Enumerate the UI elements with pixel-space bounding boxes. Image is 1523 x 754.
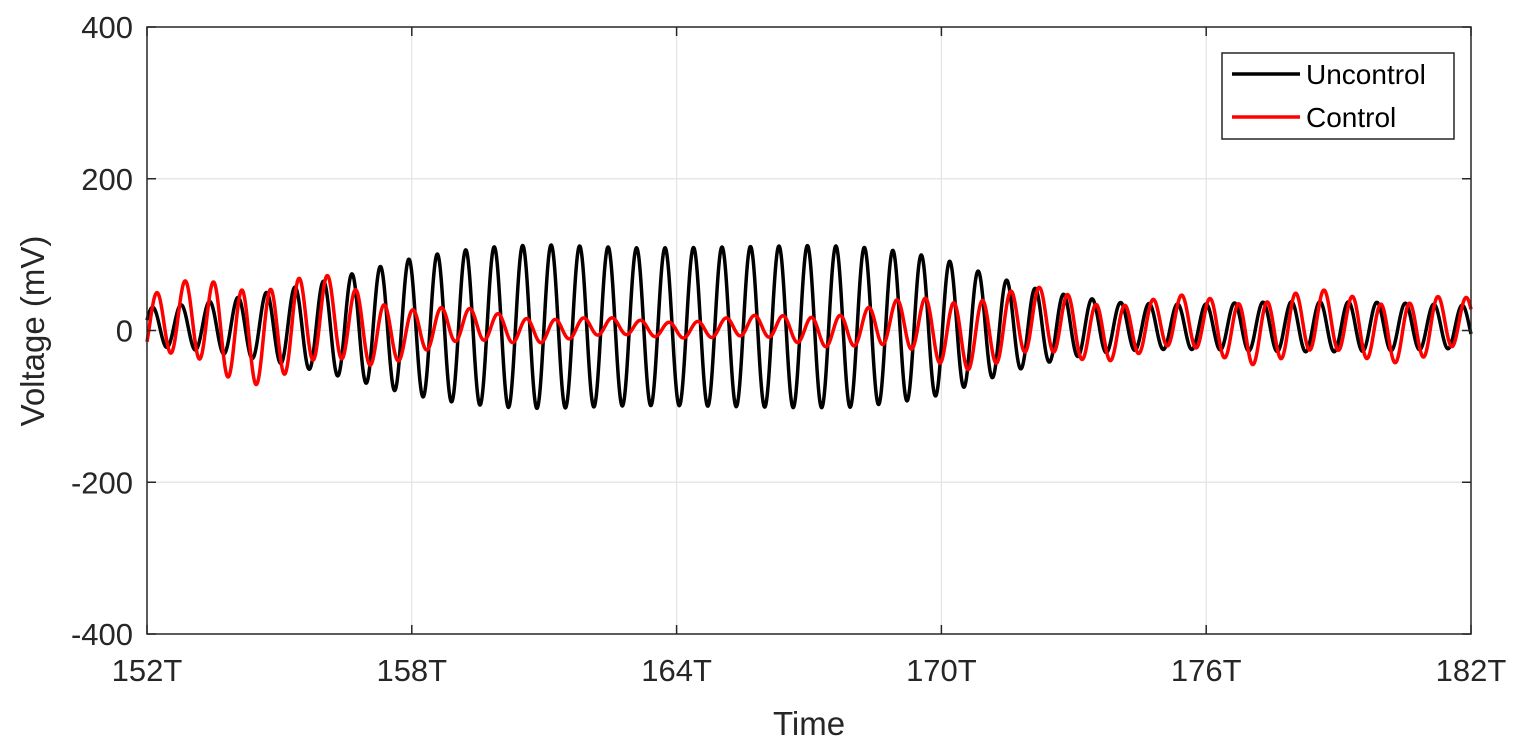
y-tick-labels: 400 200 0 -200 -400 bbox=[71, 10, 133, 652]
legend: Uncontrol Control bbox=[1221, 52, 1455, 140]
series-line-control bbox=[145, 273, 1473, 387]
x-tick-labels: 152T 158T 164T 170T 176T 182T bbox=[112, 653, 1507, 688]
series-line-uncontrol bbox=[145, 243, 1473, 411]
y-tick-label: -400 bbox=[71, 617, 133, 652]
x-tick-label: 164T bbox=[641, 653, 712, 688]
x-axis-label: Time bbox=[773, 705, 845, 742]
legend-label-control: Control bbox=[1306, 102, 1396, 133]
y-axis-label: Voltage (mV) bbox=[14, 236, 51, 427]
legend-label-uncontrol: Uncontrol bbox=[1306, 59, 1426, 90]
x-tick-label: 152T bbox=[112, 653, 183, 688]
y-tick-label: 0 bbox=[116, 314, 133, 349]
x-tick-label: 158T bbox=[376, 653, 447, 688]
y-tick-label: -200 bbox=[71, 465, 133, 500]
series-group bbox=[145, 243, 1473, 411]
y-tick-label: 200 bbox=[81, 162, 133, 197]
y-tick-label: 400 bbox=[81, 10, 133, 45]
x-tick-label: 182T bbox=[1436, 653, 1507, 688]
x-tick-label: 176T bbox=[1171, 653, 1242, 688]
tick-group bbox=[146, 26, 1472, 635]
legend-box bbox=[1221, 52, 1455, 140]
x-tick-label: 170T bbox=[906, 653, 977, 688]
